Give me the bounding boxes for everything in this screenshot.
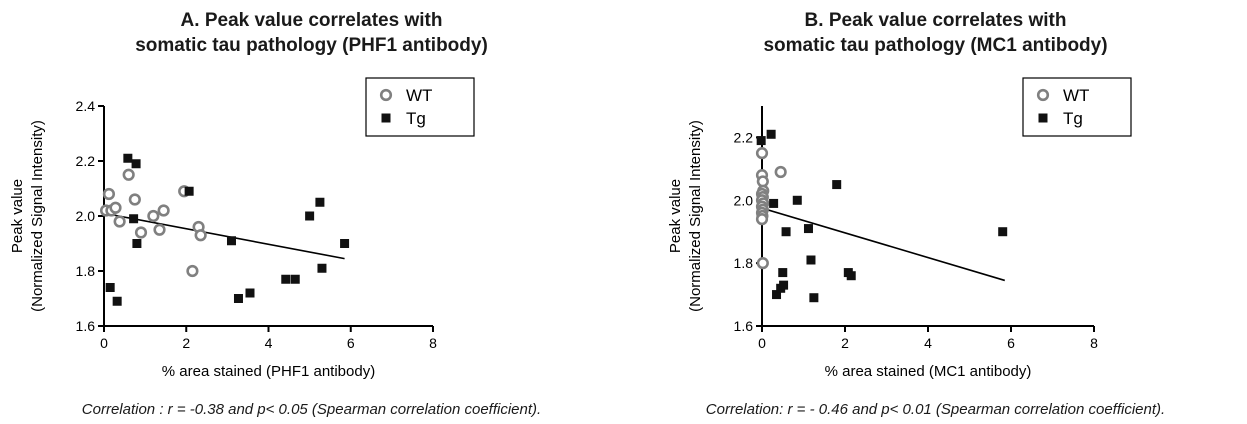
wt-data-point [153, 223, 166, 236]
y-axis-label: (Normalized Signal Intensity) [687, 120, 704, 312]
wt-data-point [113, 215, 126, 228]
legend-marker-tg [381, 113, 391, 123]
wt-data-point [157, 204, 170, 217]
chart-title-line2: somatic tau pathology (PHF1 antibody) [135, 35, 488, 56]
tg-data-point [792, 195, 802, 205]
tg-data-point [245, 288, 255, 298]
y-axis-label: Peak value [667, 179, 684, 253]
y-tick-label: 1.6 [734, 318, 754, 334]
wt-data-point [186, 264, 199, 278]
wt-data-point [128, 193, 141, 206]
y-axis-label: Peak value [9, 179, 26, 253]
tg-data-point [317, 263, 327, 273]
tg-data-point [846, 271, 856, 281]
chart-panel-a: A. Peak value correlates with somatic ta… [0, 0, 623, 424]
chart-title-line1: A. Peak value correlates with [180, 10, 443, 31]
wt-data-point [756, 257, 769, 270]
tg-data-point [129, 214, 139, 224]
tg-data-point [105, 283, 115, 292]
x-tick-label: 6 [1007, 335, 1015, 351]
x-axis-label: % area stained (MC1 antibody) [825, 363, 1032, 380]
wt-data-point [147, 209, 160, 223]
tg-data-point [778, 268, 788, 278]
legend-label: WT [1063, 86, 1089, 105]
tg-data-point [132, 239, 142, 248]
y-tick-label: 2.0 [734, 192, 754, 208]
y-tick-label: 1.8 [734, 255, 754, 271]
x-tick-label: 2 [182, 335, 190, 351]
tg-data-point [766, 129, 776, 139]
tg-data-point [340, 239, 350, 248]
wt-data-point [755, 147, 769, 160]
wt-data-point [194, 229, 207, 242]
x-axis-label: % area stained (PHF1 antibody) [162, 363, 375, 380]
legend-label: Tg [406, 109, 426, 128]
tg-data-point [315, 197, 325, 207]
wt-data-point [102, 187, 116, 201]
legend-marker-tg [1038, 113, 1048, 123]
tg-data-point [131, 159, 141, 169]
y-axis-label: (Normalized Signal Intensity) [29, 120, 46, 312]
tg-data-point [772, 290, 782, 300]
tg-data-point [281, 274, 291, 284]
y-tick-label: 2.4 [76, 98, 96, 114]
tg-data-point [233, 294, 243, 303]
y-tick-label: 1.6 [76, 318, 96, 334]
x-tick-label: 6 [347, 335, 355, 351]
tg-data-point [832, 180, 842, 190]
regression-line [761, 207, 1006, 282]
scatter-plot-a: 0 2 4 6 8 1.6 1.8 2.0 2.2 2.4 % area stained (PHF1… [9, 77, 475, 380]
wt-data-point [774, 165, 787, 179]
x-tick-label: 4 [924, 335, 932, 351]
tg-data-point [123, 153, 133, 163]
y-tick-label: 2.2 [76, 153, 96, 169]
wt-data-point [122, 168, 135, 181]
tg-data-point [998, 227, 1008, 237]
tg-data-point [769, 198, 779, 208]
chart-panel-b: B. Peak value correlates with somatic ta… [624, 0, 1247, 424]
regression-line [103, 212, 345, 260]
chart-title-line1: B. Peak value correlates with [804, 10, 1067, 31]
legend: WT Tg [1022, 77, 1132, 137]
tg-data-point [226, 236, 236, 246]
tg-data-point [112, 296, 122, 306]
wt-data-point [109, 201, 122, 214]
wt-data-point [134, 226, 148, 239]
tg-data-point [781, 227, 791, 237]
wt-data-point [755, 213, 769, 226]
correlation-caption: Correlation : r = -0.38 and p< 0.05 (Spe… [81, 401, 542, 418]
x-tick-label: 2 [841, 335, 849, 351]
y-tick-label: 2.2 [734, 129, 754, 145]
tg-data-point [756, 136, 766, 146]
legend-box [365, 77, 475, 137]
tg-data-point [305, 211, 315, 221]
y-tick-label: 2.0 [76, 208, 96, 224]
chart-title-line2: somatic tau pathology (MC1 antibody) [763, 35, 1108, 56]
scatter-plot-b: 0 2 4 6 8 1.6 1.8 2.0 2.2 % area stained (MC1 ant… [667, 77, 1132, 380]
x-tick-label: 8 [1090, 335, 1098, 351]
y-tick-label: 1.8 [76, 263, 96, 279]
legend-label: WT [406, 86, 432, 105]
tg-data-point [809, 293, 819, 303]
tg-data-point [184, 186, 194, 196]
legend-marker-wt [379, 88, 393, 102]
x-tick-label: 0 [100, 335, 108, 351]
x-tick-label: 4 [265, 335, 273, 351]
correlation-caption: Correlation: r = - 0.46 and p< 0.01 (Spe… [705, 401, 1166, 418]
x-tick-label: 8 [429, 335, 437, 351]
legend-marker-wt [1036, 88, 1050, 102]
tg-data-point [803, 224, 813, 234]
tg-data-point [806, 255, 816, 265]
x-tick-label: 0 [758, 335, 766, 351]
legend: WT Tg [365, 77, 475, 137]
legend-box [1022, 77, 1132, 137]
tg-data-point [779, 280, 789, 290]
tg-data-point [290, 274, 300, 284]
legend-label: Tg [1063, 109, 1083, 128]
